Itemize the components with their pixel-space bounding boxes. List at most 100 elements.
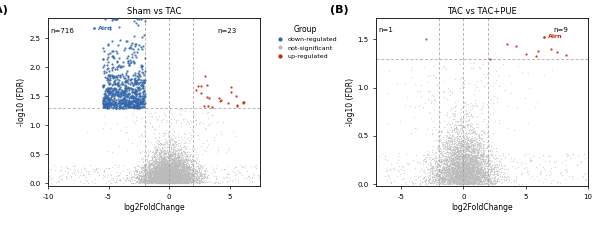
Point: [170, 171, 180, 175]
Point: [178, 160, 188, 163]
Point: [164, 173, 173, 177]
Point: [468, 165, 478, 168]
Point: [169, 175, 179, 179]
Point: [161, 177, 171, 180]
Point: [579, 173, 589, 176]
Point: [135, 100, 145, 103]
Point: [458, 153, 468, 157]
Point: [187, 176, 196, 180]
Point: [468, 179, 478, 182]
Point: [465, 139, 475, 143]
Point: [176, 163, 185, 167]
Point: [459, 160, 469, 163]
Point: [138, 159, 148, 162]
Point: [145, 171, 155, 174]
Point: [152, 176, 161, 180]
Point: [412, 90, 422, 93]
Point: [466, 140, 475, 144]
Point: [180, 160, 190, 164]
Point: [175, 170, 185, 174]
Point: [454, 139, 464, 143]
Point: [395, 169, 404, 173]
Point: [157, 156, 166, 159]
Point: [180, 172, 190, 175]
Point: [452, 178, 461, 181]
Point: [137, 174, 147, 178]
Point: [448, 142, 457, 145]
Point: [172, 157, 181, 161]
Point: [139, 174, 148, 178]
Point: [170, 149, 180, 153]
Point: [52, 180, 61, 184]
Point: [467, 156, 477, 159]
Point: [433, 165, 443, 169]
Point: [447, 170, 457, 174]
Point: [152, 164, 162, 168]
Point: [468, 160, 478, 163]
Point: [110, 87, 119, 91]
Point: [447, 179, 457, 183]
Point: [143, 170, 152, 173]
Point: [170, 171, 180, 175]
Point: [149, 172, 159, 175]
Point: [103, 100, 113, 103]
Point: [174, 155, 184, 159]
Point: [475, 147, 484, 151]
Point: [440, 178, 450, 182]
Point: [436, 180, 446, 184]
Point: [451, 149, 460, 153]
Point: [173, 179, 183, 183]
Point: [176, 181, 186, 185]
Point: [445, 180, 455, 184]
Point: [182, 165, 191, 168]
Point: [175, 160, 185, 164]
Point: [524, 152, 534, 156]
Point: [170, 176, 180, 180]
Point: [160, 158, 169, 162]
Point: [461, 174, 470, 178]
Point: [449, 163, 458, 167]
Point: [160, 181, 170, 185]
Point: [114, 94, 124, 98]
Point: [457, 148, 466, 151]
Point: [112, 17, 122, 21]
Point: [175, 169, 184, 173]
Point: [477, 133, 487, 136]
Point: [157, 175, 167, 178]
Point: [457, 159, 467, 163]
Point: [478, 170, 488, 173]
Point: [465, 180, 475, 183]
Point: [472, 175, 482, 179]
Point: [431, 178, 441, 181]
Point: [182, 181, 192, 185]
Point: [457, 165, 467, 169]
Point: [161, 161, 170, 165]
Point: [129, 19, 139, 23]
Point: [151, 158, 161, 162]
Point: [142, 174, 152, 177]
Point: [127, 93, 137, 96]
Point: [167, 172, 176, 175]
Point: [178, 170, 188, 174]
Point: [532, 100, 541, 104]
Point: [176, 170, 186, 173]
Point: [163, 168, 173, 172]
Point: [115, 75, 124, 79]
Point: [452, 155, 461, 158]
Point: [160, 179, 170, 183]
Point: [474, 155, 484, 158]
Point: [173, 178, 182, 182]
Point: [443, 167, 453, 171]
Point: [130, 98, 140, 101]
Point: [168, 163, 178, 167]
Point: [173, 179, 183, 182]
Point: [159, 177, 169, 180]
Point: [447, 173, 457, 176]
Point: [149, 158, 158, 161]
Point: [167, 175, 177, 178]
Point: [471, 125, 481, 128]
Point: [470, 166, 479, 170]
Point: [478, 162, 487, 165]
Point: [164, 143, 173, 146]
Point: [173, 175, 182, 179]
